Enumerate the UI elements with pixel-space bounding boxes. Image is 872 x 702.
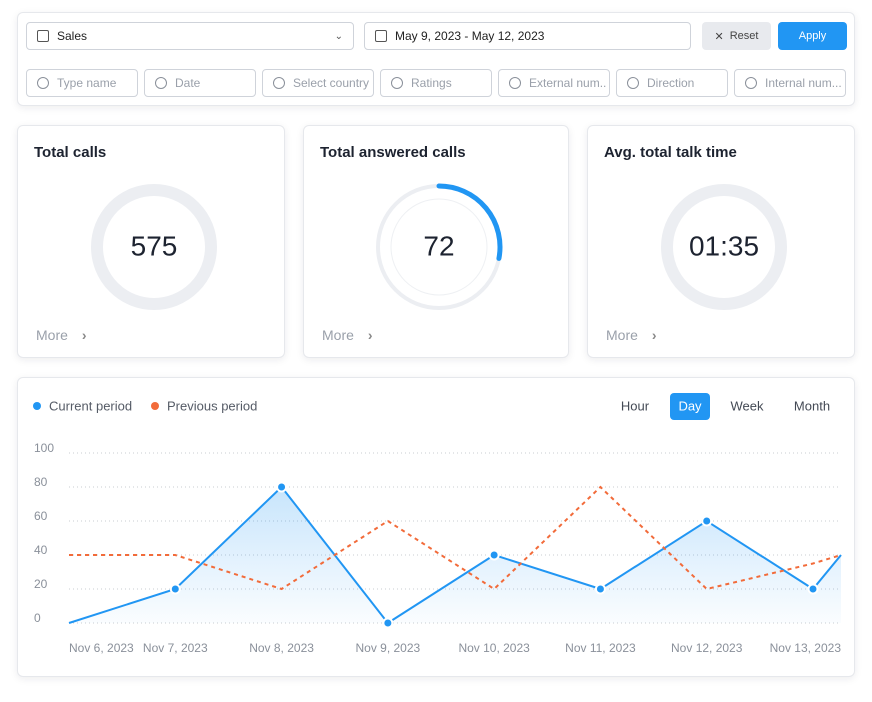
chart-card: 0 20 40 60 80 100 Nov 6, 2023 Nov 7, 2023 Nov 8,… <box>17 377 855 677</box>
progress-arc <box>436 183 503 261</box>
y-tick-label: 0 <box>34 611 41 625</box>
field-icon <box>509 77 521 89</box>
y-tick-label: 100 <box>34 441 54 455</box>
department: Sales <box>57 29 88 43</box>
dropdown-arrow: ⌄ <box>334 30 343 42</box>
x-tick-label: Nov 7, 2023 <box>143 641 208 655</box>
filter-panel: Sales ⌄ May 9, 2023 - May 12, 2023 ✕ Rese… <box>17 12 855 106</box>
y-tick-label: 80 <box>34 475 48 489</box>
field-placeholder: External num.. <box>529 76 607 90</box>
ring-track <box>91 184 217 310</box>
more-link[interactable]: More › <box>36 327 87 343</box>
x-tick-label: Nov 9, 2023 <box>355 641 420 655</box>
y-tick-label: 40 <box>34 543 48 557</box>
card-title: Total calls <box>34 144 107 161</box>
x-tick-label: Nov 6, 2023 <box>69 641 134 655</box>
x-tick-label: Nov 8, 2023 <box>249 641 314 655</box>
date-range-text: May 9, 2023 - May 12, 2023 <box>395 29 545 43</box>
period-tab[interactable]: Hour <box>621 398 650 413</box>
ring-chart: 01:35 <box>661 184 787 310</box>
point <box>276 481 288 493</box>
field-placeholder: Type name <box>57 76 117 90</box>
ring-chart: 72 <box>376 183 503 310</box>
department-select[interactable]: Sales ⌄ <box>26 22 354 50</box>
field-icon <box>745 77 757 89</box>
filter-field[interactable]: Select country <box>262 69 374 97</box>
field-icon <box>37 77 49 89</box>
apply-button[interactable]: Apply <box>778 22 847 50</box>
more-link[interactable]: More › <box>322 327 373 343</box>
field-icon <box>627 77 639 89</box>
chart: 0 20 40 60 80 100 Nov 6, 2023 Nov 7, 2023 Nov 8,… <box>33 393 842 655</box>
card-value: 01:35 <box>689 230 759 261</box>
x-tick-label: Nov 13, 2023 <box>770 641 842 655</box>
area <box>69 487 841 623</box>
period-tab-active[interactable] <box>670 393 710 420</box>
y-tick-label: 60 <box>34 509 48 523</box>
filter-field[interactable]: Internal num... <box>734 69 846 97</box>
x-tick-label: Nov 12, 2023 <box>671 641 743 655</box>
card-value: 575 <box>131 230 178 261</box>
date-range[interactable]: May 9, 2023 - May 12, 2023 <box>364 22 691 50</box>
point <box>169 583 181 595</box>
point <box>594 583 606 595</box>
chevron: › <box>367 327 373 343</box>
field-placeholder: Direction <box>647 76 695 90</box>
ring-track <box>661 184 787 310</box>
reset-label: Reset <box>729 30 759 42</box>
field-placeholder: Select country <box>293 76 370 90</box>
period-tab[interactable]: Day <box>678 398 702 413</box>
filter-field[interactable]: External num.. <box>498 69 610 97</box>
point <box>488 549 500 561</box>
point <box>382 617 394 629</box>
x-tick-label: Nov 11, 2023 <box>565 641 636 655</box>
legend-label: Current period <box>49 398 132 413</box>
reset-button[interactable]: ✕ Reset <box>702 22 771 50</box>
filter-field[interactable]: Type name <box>26 69 138 97</box>
x-tick-label: Nov 10, 2023 <box>458 641 530 655</box>
field-placeholder: Ratings <box>411 76 452 90</box>
field-icon <box>273 77 285 89</box>
stat-card: 72 Total answered calls More › <box>303 125 569 358</box>
stat-card: 01:35 Avg. total talk time More › <box>587 125 855 358</box>
ring-inner <box>390 198 488 296</box>
stat-card: 575 Total calls More › <box>17 125 285 358</box>
card-value: 72 <box>423 230 454 261</box>
chevron: › <box>81 327 87 343</box>
point <box>701 515 713 527</box>
card-title: Total answered calls <box>320 144 466 161</box>
legend-marker <box>151 402 159 410</box>
x-icon: ✕ <box>714 30 724 43</box>
more-link[interactable]: More › <box>606 327 657 343</box>
filter-field[interactable]: Direction <box>616 69 728 97</box>
filter-field[interactable]: Ratings <box>380 69 492 97</box>
field-icon <box>391 77 403 89</box>
chevron: › <box>651 327 657 343</box>
field-icon <box>155 77 167 89</box>
legend-marker <box>33 402 41 410</box>
ring-chart: 575 <box>91 184 217 310</box>
period-tab[interactable]: Month <box>794 398 830 413</box>
point <box>807 583 819 595</box>
y-tick-label: 20 <box>34 577 48 591</box>
period-tab[interactable]: Week <box>731 398 764 413</box>
apply-label: Apply <box>798 30 827 42</box>
legend-label: Previous period <box>167 398 257 413</box>
filter-field[interactable]: Date <box>144 69 256 97</box>
field-placeholder: Internal num... <box>765 76 842 90</box>
card-title: Avg. total talk time <box>604 144 737 161</box>
field-placeholder: Date <box>175 76 201 90</box>
